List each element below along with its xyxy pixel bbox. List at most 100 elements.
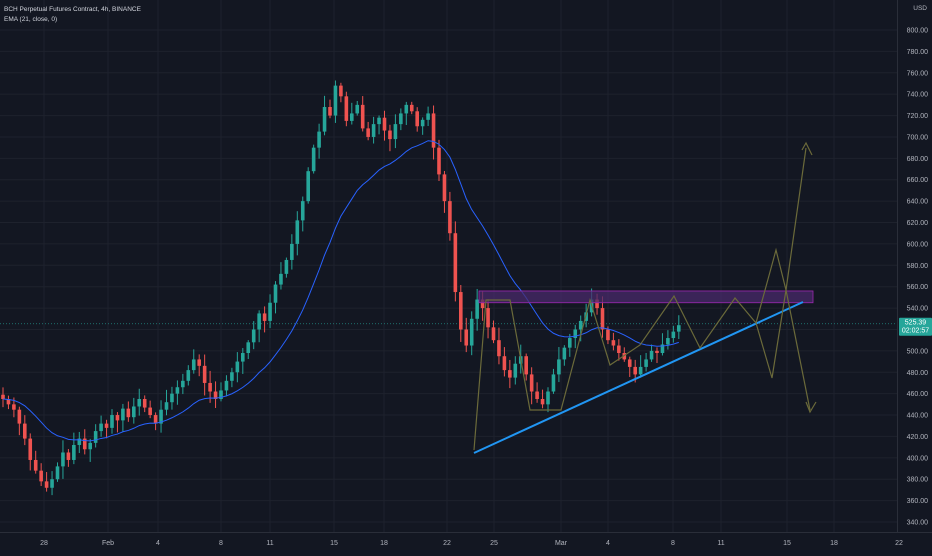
candle-body [115,415,120,421]
projection-arrow-down [805,401,817,414]
candle-body [333,85,338,116]
candle-body [420,119,425,127]
price-tick-label: 700.00 [907,134,929,141]
symbol-title[interactable]: BCH Perpetual Futures Contract, 4h, BINA… [4,6,141,13]
candle-body [268,302,272,321]
candle-body [508,370,512,378]
price-countdown: 02:02:57 [902,328,929,335]
candle-body [17,409,22,424]
candle-body [121,408,125,421]
candle-body [546,391,550,405]
price-tick-label: 440.00 [907,413,929,420]
candle-body [453,233,458,293]
time-tick-label: 18 [830,540,838,547]
candle-body [235,361,240,373]
candle-body [644,359,648,367]
price-tick-label: 540.00 [907,306,929,313]
time-tick-label: 15 [783,540,791,547]
candle-body [573,329,578,339]
candle-body [295,220,300,244]
candle-body [137,399,142,407]
candle-body [448,201,452,234]
chart-area[interactable]: BCH Perpetual Futures Contract, 4h, BINA… [0,0,897,532]
candle-body [388,130,392,140]
price-tick-label: 560.00 [907,284,929,291]
candle-body [568,338,572,348]
time-axis[interactable]: 28 Feb 4 8 11 15 18 22 25 Mar 4 8 11 15 18 22 [0,532,932,551]
candle-body [23,423,27,439]
candle-body [191,359,196,371]
candle-body [241,353,245,362]
projection-path-bearish [755,289,811,411]
candle-body [600,308,605,330]
time-tick-label: 11 [717,540,724,547]
candle-body [611,340,616,346]
candle-body [61,452,65,467]
price-tick-label: 760.00 [907,70,929,77]
candle-body [273,284,278,303]
price-tick-label: 580.00 [907,263,929,270]
candle-body [142,399,147,408]
candle-body [606,329,610,341]
candle-body [328,107,332,116]
candle-body [12,404,16,410]
price-tick-label: 400.00 [907,455,929,462]
candle-body [181,380,185,388]
candle-body [666,338,670,345]
candle-body [350,113,354,121]
time-tick-label: 18 [380,540,388,547]
candle-body [44,481,49,488]
candle-body [360,104,365,129]
candle-body [208,382,212,392]
candle-body [415,111,419,127]
candle-body [77,438,82,445]
price-chart[interactable] [0,0,897,532]
price-tick-label: 800.00 [907,28,929,35]
candle-body [399,113,403,125]
candle-body [475,299,479,319]
time-tick-label: 25 [490,540,498,547]
price-tick-label: 480.00 [907,370,929,377]
price-tick-label: 340.00 [907,520,929,527]
candle-body [322,107,327,132]
candle-body [213,391,218,399]
candle-body [82,438,87,450]
candle-body [88,442,92,450]
ema-line [2,140,679,442]
price-tick-label: 640.00 [907,199,929,206]
currency-label[interactable]: USD [913,5,927,12]
candle-body [224,380,229,391]
price-tick-label: 420.00 [907,434,929,441]
candle-body [197,359,201,366]
price-axis[interactable]: 800.00 780.00 760.00 740.00 720.00 700.00 680.… [897,0,932,532]
time-tick-label: Feb [102,540,114,547]
ascending-trendline [473,301,804,454]
price-tick-label: 620.00 [907,220,929,227]
candle-body [551,374,556,392]
current-price-value: 525.39 [905,320,927,327]
candle-body [39,470,43,482]
candle-body [491,327,496,341]
candle-body [164,402,169,410]
time-tick-label: 8 [671,540,675,547]
candle-body [627,359,632,367]
candle-body [306,171,310,202]
candle-body [562,347,567,360]
candle-body [104,423,109,428]
indicator-label[interactable]: EMA (21, close, 0) [4,16,58,23]
candle-body [159,409,163,424]
candle-body [290,243,294,260]
candle-body [404,104,409,114]
candle-body [170,393,174,403]
candle-body [377,117,381,125]
time-tick-label: 22 [895,540,903,547]
candle-body [28,438,33,460]
candle-body [317,131,321,148]
candle-body [382,117,387,131]
candle-body [355,104,360,114]
candle-body [649,350,654,360]
legend: BCH Perpetual Futures Contract, 4h, BINA… [4,5,141,25]
candle-body [251,329,256,343]
candle-body [366,128,370,137]
candle-body [230,372,234,381]
